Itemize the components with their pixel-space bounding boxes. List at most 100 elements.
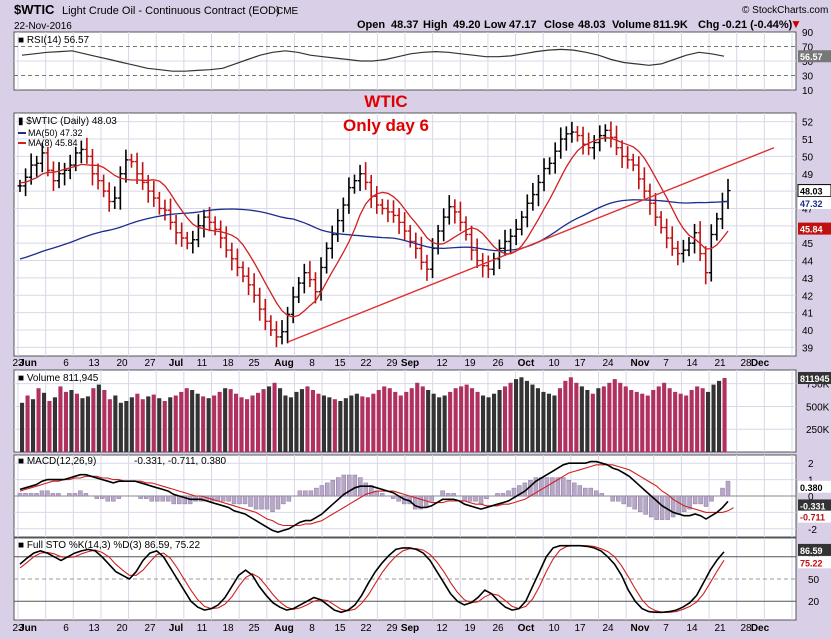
volume-bar: [140, 399, 145, 452]
macd-histogram-bar: [171, 495, 176, 505]
price-x-tick: 18: [222, 358, 234, 369]
volume-bar: [343, 398, 348, 452]
price-bar: [207, 206, 213, 232]
volume-bar: [157, 398, 162, 452]
volume-bar: [656, 386, 661, 452]
price-x-tick: 15: [334, 358, 346, 369]
price-bar: [112, 186, 118, 209]
macd-histogram-bar: [143, 495, 149, 499]
volume-bar: [376, 390, 381, 452]
stochastic-k-last-tag: [798, 543, 831, 556]
macd-histogram-bar: [445, 493, 451, 497]
bottom-x-tick: 18: [222, 623, 234, 634]
volume-bar: [524, 380, 529, 452]
price-bar: [56, 162, 62, 189]
volume-bar: [63, 391, 68, 452]
volume-bar: [618, 382, 623, 452]
volume-bar: [722, 378, 727, 452]
rsi-y-tick: 10: [802, 86, 814, 97]
price-bar: [201, 209, 207, 238]
price-bar: [73, 146, 79, 172]
volume-bar: [453, 388, 458, 452]
price-bar: [385, 199, 391, 223]
price-y-tick: 41: [802, 309, 814, 320]
price-bar: [17, 179, 23, 192]
rsi-y-tick: 90: [802, 28, 814, 39]
price-bar: [78, 140, 84, 164]
price-bar: [190, 230, 196, 254]
volume-bar: [706, 391, 711, 452]
volume-bar: [321, 395, 326, 452]
volume-bar: [470, 388, 475, 452]
volume-bar: [695, 386, 700, 452]
volume-bar: [497, 390, 502, 452]
macd-histogram-bar: [237, 495, 242, 505]
price-bar: [508, 228, 514, 254]
ma50-price-tag-text: 47.32: [800, 199, 823, 209]
volume-bar: [673, 391, 678, 452]
volume-last-tag-text: 811945: [800, 374, 830, 384]
macd-histogram-bar: [325, 482, 330, 497]
macd-histogram-bar: [28, 493, 34, 497]
price-bar: [229, 242, 235, 271]
volume-bar: [52, 397, 57, 452]
price-bar: [480, 253, 486, 278]
stochastic-k-last-tag-text: 86.59: [800, 546, 823, 556]
volume-bar: [305, 386, 310, 452]
macd-histogram-bar: [583, 487, 588, 497]
price-x-tick: 23: [12, 358, 24, 369]
macd-histogram-bar: [566, 480, 572, 497]
macd-histogram-bar: [341, 474, 347, 497]
price-bar: [485, 255, 491, 279]
bottom-x-tick: 14: [686, 623, 698, 634]
volume-bar: [168, 397, 173, 452]
price-bar: [335, 208, 341, 242]
bottom-x-tick: 19: [464, 623, 476, 634]
volume-bar: [711, 384, 716, 452]
price-bar: [156, 191, 162, 215]
bottom-x-tick: 13: [88, 623, 100, 634]
macd-histogram-bar: [248, 495, 253, 507]
bottom-x-tick: Aug: [274, 623, 293, 634]
bottom-x-tick: Sep: [401, 623, 419, 634]
volume-bar: [179, 391, 184, 452]
price-bar: [151, 180, 157, 207]
price-x-tick: 6: [63, 358, 69, 369]
volume-bar: [492, 393, 497, 452]
volume-bar: [25, 395, 30, 452]
annotation-subtitle: Only day 6: [343, 116, 429, 135]
volume-bar: [310, 390, 315, 452]
ma8-price-tag-text: 45.84: [800, 225, 823, 235]
macd-histogram-bar: [577, 485, 583, 497]
volume-bar: [651, 390, 656, 452]
volume-bar: [382, 386, 387, 452]
bottom-x-tick: 29: [386, 623, 398, 634]
volume-bar: [195, 393, 200, 452]
price-x-tick: Oct: [518, 358, 535, 369]
chg-label: Chg: [698, 19, 719, 31]
price-bar: [268, 315, 274, 337]
price-bar: [123, 149, 129, 183]
macd-histogram-bar: [418, 495, 423, 510]
volume-bar: [69, 390, 74, 452]
macd-histogram-bar: [533, 477, 539, 497]
volume-bar: [113, 395, 118, 452]
price-bar: [675, 240, 681, 266]
bottom-x-tick: 25: [248, 623, 260, 634]
macd-histogram-bar: [330, 480, 336, 497]
volume-bar: [503, 386, 508, 452]
volume-bar: [486, 397, 491, 452]
macd-histogram-bar: [643, 495, 648, 515]
price-bar: [563, 126, 569, 151]
macd-histogram-bar: [111, 495, 116, 502]
volume-bar: [91, 388, 96, 452]
bottom-x-tick: 26: [492, 623, 504, 634]
price-bar: [357, 164, 363, 191]
low-value: 47.17: [509, 19, 537, 31]
bottom-x-tick: Jun: [19, 623, 37, 634]
volume-bar: [223, 388, 228, 452]
price-bar: [535, 174, 541, 207]
macd-histogram-bar: [709, 495, 714, 502]
